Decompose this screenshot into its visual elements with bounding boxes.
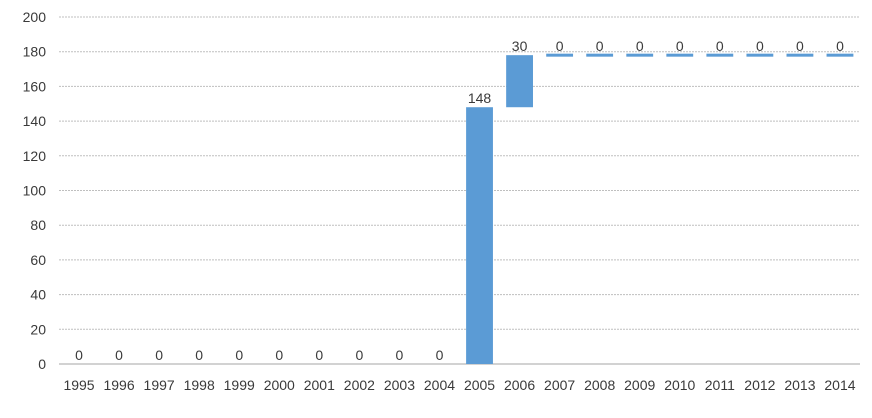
data-label-2011: 0 [716, 38, 724, 54]
data-label-2014: 0 [836, 38, 844, 54]
y-tick-label: 80 [30, 217, 46, 233]
bar-2013 [786, 53, 814, 57]
y-tick-label: 140 [23, 113, 47, 129]
bar-2014 [826, 53, 854, 57]
y-tick-label: 60 [30, 252, 46, 268]
bar-2005 [466, 107, 493, 364]
x-tick-label: 2007 [544, 377, 575, 393]
data-label-2008: 0 [596, 38, 604, 54]
data-label-1998: 0 [195, 347, 203, 363]
data-label-1995: 0 [75, 347, 83, 363]
data-label-2005: 148 [468, 90, 492, 106]
data-label-2002: 0 [355, 347, 363, 363]
data-label-2001: 0 [315, 347, 323, 363]
y-tick-label: 160 [23, 78, 47, 94]
x-tick-label: 2005 [464, 377, 495, 393]
x-tick-label: 2011 [705, 377, 735, 393]
y-tick-label: 120 [23, 148, 47, 164]
bar-2008 [586, 53, 614, 57]
bar-2007 [546, 53, 574, 57]
x-tick-label: 2001 [304, 377, 335, 393]
x-tick-label: 1998 [184, 377, 215, 393]
x-tick-label: 2014 [824, 377, 855, 393]
x-tick-label: 1997 [144, 377, 175, 393]
bar-layer [466, 53, 854, 364]
x-tick-label: 2006 [504, 377, 535, 393]
bar-2010 [666, 53, 694, 57]
y-tick-label: 180 [23, 44, 47, 60]
x-tick-label: 2013 [784, 377, 815, 393]
x-tick-label: 1995 [63, 377, 94, 393]
x-axis: 1995 1996 1997 1998 1999 2000 2001 2002 2003 2004… [63, 377, 855, 393]
data-label-2009: 0 [636, 38, 644, 54]
bar-2006 [506, 55, 533, 108]
data-label-2013: 0 [796, 38, 804, 54]
x-tick-label: 2000 [264, 377, 295, 393]
data-label-2003: 0 [396, 347, 404, 363]
bar-2011 [706, 53, 734, 57]
x-tick-label: 1999 [224, 377, 255, 393]
y-tick-label: 0 [38, 356, 46, 372]
y-tick-label: 20 [30, 321, 46, 337]
bar-2009 [626, 53, 654, 57]
x-tick-label: 2003 [384, 377, 415, 393]
data-label-2000: 0 [275, 347, 283, 363]
data-label-layer: 0 0 0 0 0 0 0 0 0 0 148 30 0 0 0 0 0 0 0 0 [75, 38, 844, 363]
data-label-2004: 0 [436, 347, 444, 363]
data-label-2007: 0 [556, 38, 564, 54]
data-label-1997: 0 [155, 347, 163, 363]
grid-layer [59, 16, 860, 365]
bar-2012 [746, 53, 774, 57]
y-tick-label: 40 [30, 287, 46, 303]
data-label-2006: 30 [512, 38, 528, 54]
x-tick-label: 2012 [744, 377, 775, 393]
data-label-2012: 0 [756, 38, 764, 54]
x-tick-label: 2002 [344, 377, 375, 393]
x-tick-label: 1996 [103, 377, 134, 393]
x-tick-label: 2008 [584, 377, 615, 393]
y-tick-label: 200 [23, 9, 47, 25]
x-tick-label: 2010 [664, 377, 695, 393]
y-tick-label: 100 [23, 183, 47, 199]
data-label-1996: 0 [115, 347, 123, 363]
y-axis: 0 20 40 60 80 100 120 140 160 180 200 [23, 9, 47, 372]
data-label-1999: 0 [235, 347, 243, 363]
x-tick-label: 2004 [424, 377, 455, 393]
x-tick-label: 2009 [624, 377, 655, 393]
data-label-2010: 0 [676, 38, 684, 54]
